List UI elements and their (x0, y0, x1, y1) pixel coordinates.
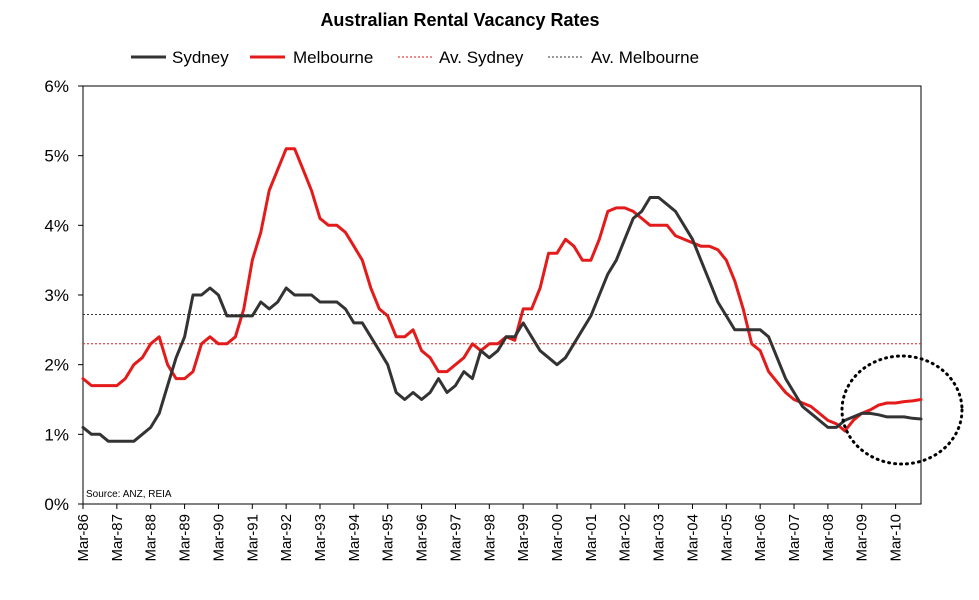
y-tick-label: 4% (44, 216, 69, 235)
x-tick-label: Mar-07 (786, 514, 803, 562)
x-tick-label: Mar-05 (718, 514, 735, 562)
x-tick-label: Mar-04 (684, 514, 701, 562)
x-tick-label: Mar-10 (888, 514, 905, 562)
legend-label-melbourne: Melbourne (293, 48, 373, 67)
x-tick-label: Mar-86 (75, 514, 92, 562)
x-tick-label: Mar-92 (278, 514, 295, 562)
x-tick-label: Mar-90 (210, 514, 227, 562)
y-axis: 0% 1% 2% 3% 4% 5% 6% (44, 77, 83, 514)
y-tick-label: 5% (44, 147, 69, 166)
x-tick-label: Mar-95 (380, 514, 397, 562)
source-note: Source: ANZ, REIA (86, 489, 172, 500)
chart-title: Australian Rental Vacancy Rates (320, 10, 599, 30)
x-axis: Mar-86 Mar-87 Mar-88 Mar-89 Mar-90 Mar-91 Mar-… (75, 504, 905, 562)
legend-label-av-melbourne: Av. Melbourne (591, 48, 699, 67)
y-tick-label: 1% (44, 425, 69, 444)
x-tick-label: Mar-03 (651, 514, 668, 562)
plot-area (82, 85, 922, 505)
x-tick-label: Mar-94 (346, 514, 363, 562)
y-tick-label: 0% (44, 495, 69, 514)
x-tick-label: Mar-01 (583, 514, 600, 562)
y-tick-label: 2% (44, 356, 69, 375)
y-tick-label: 6% (44, 77, 69, 96)
x-tick-label: Mar-09 (854, 514, 871, 562)
x-tick-label: Mar-00 (549, 514, 566, 562)
legend-label-sydney: Sydney (172, 48, 229, 67)
legend: Sydney Melbourne Av. Sydney Av. Melbourn… (131, 48, 699, 67)
x-tick-label: Mar-02 (617, 514, 634, 562)
x-tick-label: Mar-06 (752, 514, 769, 562)
y-tick-label: 3% (44, 286, 69, 305)
x-tick-label: Mar-91 (244, 514, 261, 562)
highlight-circle (840, 354, 964, 466)
x-tick-label: Mar-87 (109, 514, 126, 562)
legend-label-av-sydney: Av. Sydney (439, 48, 524, 67)
x-tick-label: Mar-89 (177, 514, 194, 562)
series-line-melbourne (81, 147, 923, 433)
x-tick-label: Mar-98 (481, 514, 498, 562)
series-line-sydney (81, 196, 923, 443)
x-tick-label: Mar-08 (820, 514, 837, 562)
x-tick-label: Mar-96 (414, 514, 431, 562)
x-tick-label: Mar-99 (515, 514, 532, 562)
x-tick-label: Mar-97 (447, 514, 464, 562)
series-lines (81, 147, 923, 443)
x-tick-label: Mar-93 (312, 514, 329, 562)
x-tick-label: Mar-88 (143, 514, 160, 562)
